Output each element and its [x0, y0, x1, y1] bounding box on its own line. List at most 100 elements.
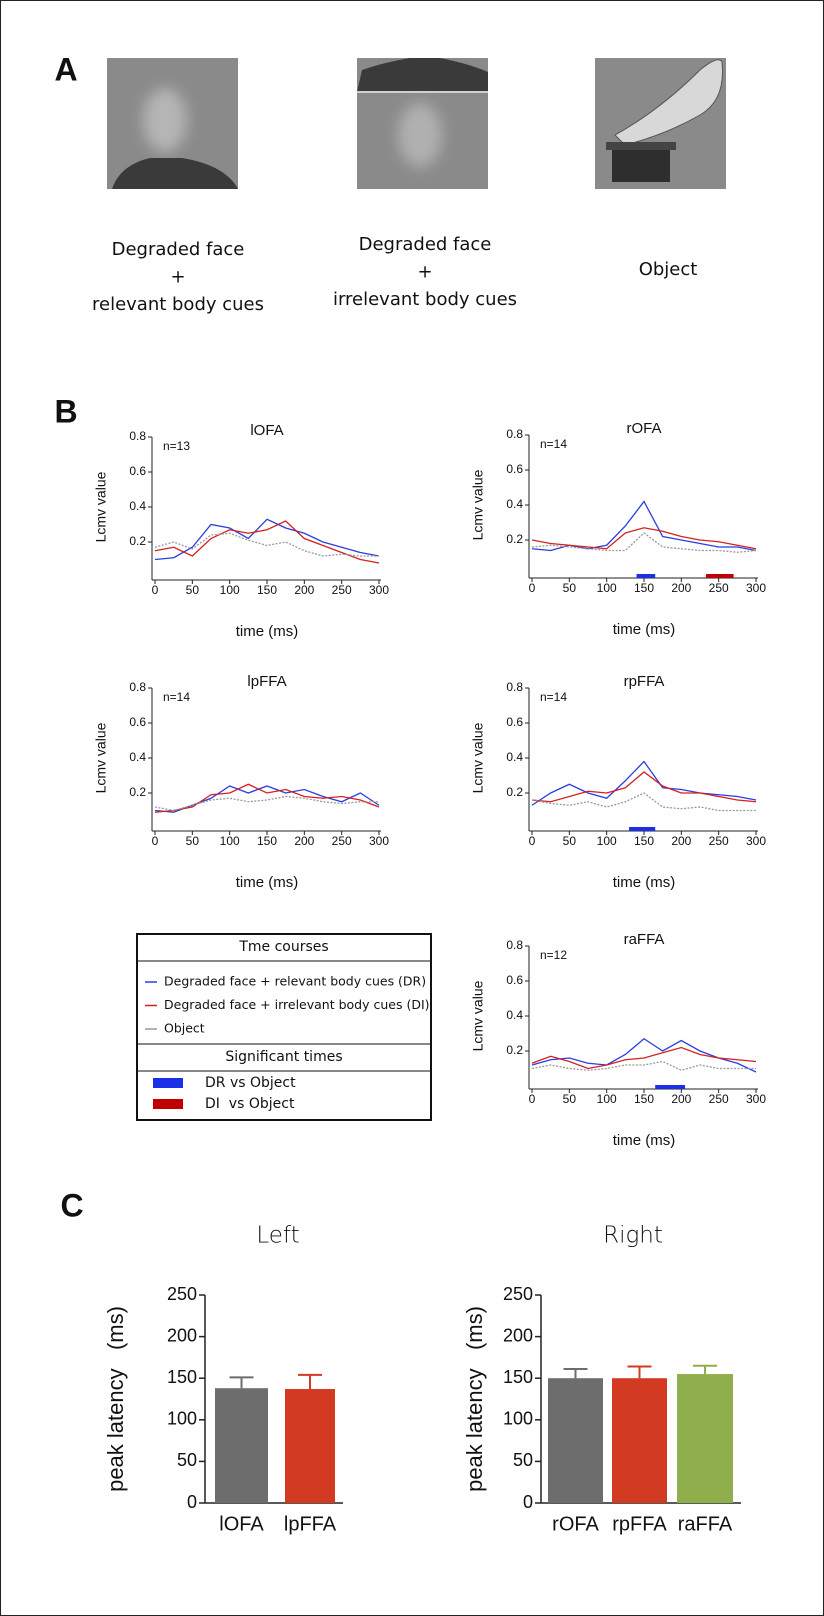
- x-tick-label: lOFA: [219, 1513, 264, 1535]
- y-tick-label: 0.8: [129, 680, 146, 694]
- y-tick-label: 0.6: [506, 462, 523, 476]
- y-tick-label: 100: [503, 1409, 533, 1429]
- bar: [215, 1388, 268, 1503]
- x-tick-label: 200: [294, 834, 314, 848]
- caption: +: [170, 267, 185, 288]
- y-tick-label: 100: [167, 1409, 197, 1429]
- y-axis-label: Lcmv value: [470, 469, 486, 540]
- x-tick-label: 50: [563, 834, 577, 848]
- y-tick-label: 0.4: [506, 1008, 523, 1022]
- y-tick-label: 0.6: [129, 715, 146, 729]
- x-tick-label: 250: [332, 834, 352, 848]
- caption: +: [417, 262, 432, 283]
- y-tick-label: 0.2: [129, 785, 146, 799]
- annotation: n=14: [540, 437, 567, 451]
- x-tick-label: raFFA: [678, 1513, 733, 1535]
- x-tick-label: 50: [186, 834, 200, 848]
- y-tick-label: 0: [187, 1492, 197, 1512]
- x-tick-label: 150: [634, 834, 654, 848]
- y-tick-label: 0.4: [506, 750, 523, 764]
- series-line: [531, 771, 757, 803]
- chart-title: raFFA: [624, 931, 665, 948]
- legend-label: Degraded face + relevant body cues (DR): [164, 974, 426, 989]
- x-tick-label: 150: [634, 1092, 654, 1106]
- y-tick-label: 0.8: [506, 680, 523, 694]
- x-tick-label: 100: [597, 834, 617, 848]
- x-tick-label: 50: [563, 1092, 577, 1106]
- y-tick-label: 0.6: [506, 715, 523, 729]
- legend-swatch: [153, 1099, 183, 1109]
- chart-title: Left: [256, 1223, 299, 1249]
- x-axis-label: time (ms): [613, 621, 676, 638]
- legend-title: Tme courses: [238, 939, 328, 955]
- x-tick-label: 150: [257, 834, 277, 848]
- y-axis-label: Lcmv value: [470, 722, 486, 793]
- y-tick-label: 0.2: [506, 532, 523, 546]
- x-tick-label: 100: [597, 1092, 617, 1106]
- x-tick-label: 200: [671, 581, 691, 595]
- y-tick-label: 0.6: [506, 973, 523, 987]
- y-tick-label: 0.2: [506, 785, 523, 799]
- chart-title: Right: [603, 1223, 663, 1249]
- annotation: n=14: [540, 690, 567, 704]
- x-axis-label: time (ms): [236, 623, 299, 640]
- y-tick-label: 0.2: [129, 534, 146, 548]
- series-line: [531, 760, 757, 806]
- y-tick-label: 0.8: [506, 938, 523, 952]
- x-tick-label: 300: [746, 1092, 766, 1106]
- legend-label: DI vs Object: [205, 1096, 295, 1112]
- x-tick-label: 0: [529, 1092, 536, 1106]
- legend-title: Significant times: [225, 1049, 342, 1065]
- panel-label: B: [54, 393, 77, 429]
- y-tick-label: 200: [503, 1325, 533, 1345]
- y-tick-label: 250: [503, 1284, 533, 1304]
- y-tick-label: 250: [167, 1284, 197, 1304]
- significance-bar: [705, 574, 734, 578]
- bar: [677, 1374, 733, 1503]
- caption: irrelevant body cues: [333, 289, 517, 310]
- y-tick-label: 0: [523, 1492, 533, 1512]
- y-tick-label: 0.4: [129, 499, 146, 513]
- y-tick-label: 0.6: [129, 464, 146, 478]
- bar: [285, 1389, 335, 1503]
- legend-label: Object: [164, 1021, 205, 1036]
- chart-title: rpFFA: [624, 673, 665, 690]
- x-tick-label: rOFA: [552, 1513, 599, 1535]
- annotation: n=14: [163, 690, 190, 704]
- x-axis-label: time (ms): [613, 874, 676, 891]
- error-bar: [563, 1368, 588, 1379]
- y-axis-label: Lcmv value: [470, 980, 486, 1051]
- panel-label: C: [60, 1187, 83, 1223]
- y-axis-label: Lcmv value: [93, 471, 109, 542]
- x-tick-label: 0: [529, 834, 536, 848]
- y-tick-label: 0.8: [129, 429, 146, 443]
- stimulus-image: [357, 58, 488, 189]
- x-tick-label: 0: [529, 581, 536, 595]
- x-tick-label: 150: [257, 583, 277, 597]
- y-axis-label: Lcmv value: [93, 722, 109, 793]
- x-tick-label: 50: [563, 581, 577, 595]
- y-tick-label: 150: [503, 1367, 533, 1387]
- legend-label: Degraded face + irrelevant body cues (DI…: [164, 997, 430, 1012]
- x-tick-label: 100: [597, 581, 617, 595]
- series-line: [531, 792, 756, 812]
- series-line: [154, 518, 380, 561]
- annotation: n=13: [163, 439, 190, 453]
- x-tick-label: 250: [709, 834, 729, 848]
- x-tick-label: 300: [369, 583, 389, 597]
- chart-title: lpFFA: [247, 673, 286, 690]
- error-bar: [693, 1364, 717, 1375]
- panel-label: A: [54, 51, 77, 87]
- error-bar: [627, 1365, 652, 1379]
- y-tick-label: 0.4: [506, 497, 523, 511]
- x-tick-label: 0: [152, 834, 159, 848]
- y-tick-label: 50: [177, 1450, 197, 1470]
- legend-swatch: [153, 1078, 183, 1088]
- x-axis-label: time (ms): [613, 1132, 676, 1149]
- caption: Degraded face: [112, 239, 245, 260]
- x-tick-label: 100: [220, 583, 240, 597]
- y-tick-label: 0.2: [506, 1043, 523, 1057]
- x-tick-label: 0: [152, 583, 159, 597]
